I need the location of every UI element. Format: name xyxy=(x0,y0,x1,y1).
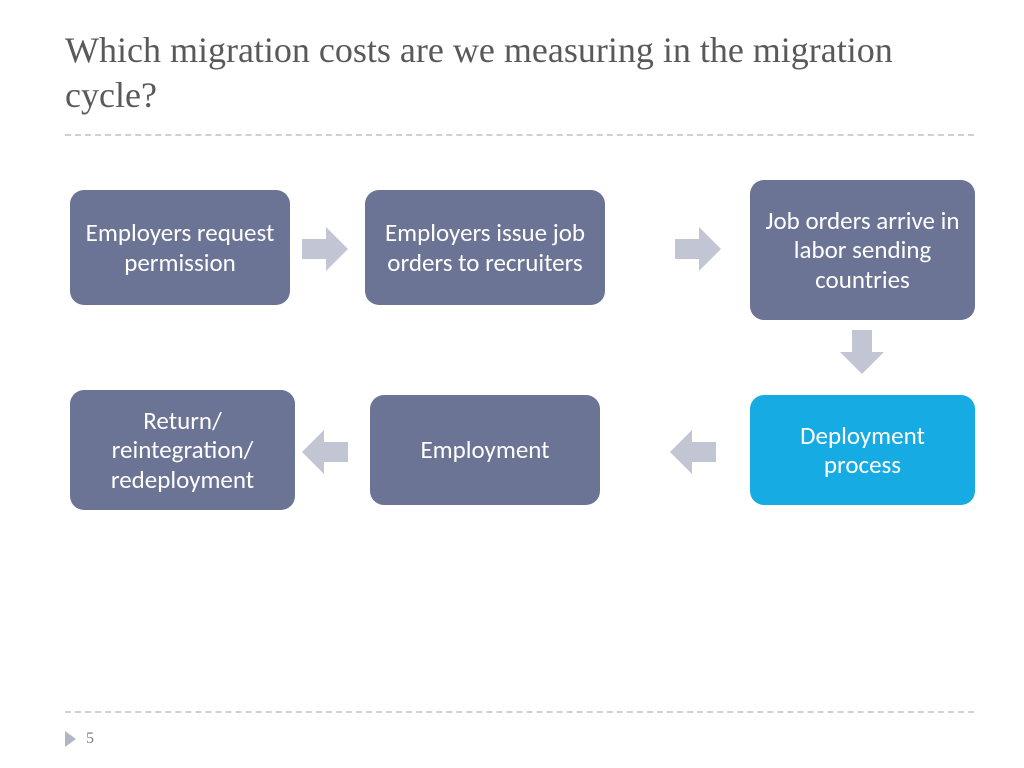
footer: 5 xyxy=(65,730,94,748)
page-title: Which migration costs are we measuring i… xyxy=(0,0,1024,134)
chevron-right-icon xyxy=(65,731,76,747)
page-number: 5 xyxy=(86,730,94,748)
arrow-down-icon xyxy=(840,330,886,374)
flow-node-n2: Employers issue job orders to recruiters xyxy=(365,190,605,305)
arrow-right-icon xyxy=(675,227,721,271)
flow-node-n6: Return/ reintegration/ redeployment xyxy=(70,390,295,510)
flow-node-n3: Job orders arrive in labor sending count… xyxy=(750,180,975,320)
arrow-left-icon xyxy=(670,430,716,474)
arrow-left-icon xyxy=(302,430,348,474)
divider-bottom xyxy=(65,711,974,713)
divider-top xyxy=(65,134,974,136)
flow-node-n4: Deployment process xyxy=(750,395,975,505)
arrow-right-icon xyxy=(302,227,348,271)
flow-node-n5: Employment xyxy=(370,395,600,505)
flow-node-n1: Employers request permission xyxy=(70,190,290,305)
